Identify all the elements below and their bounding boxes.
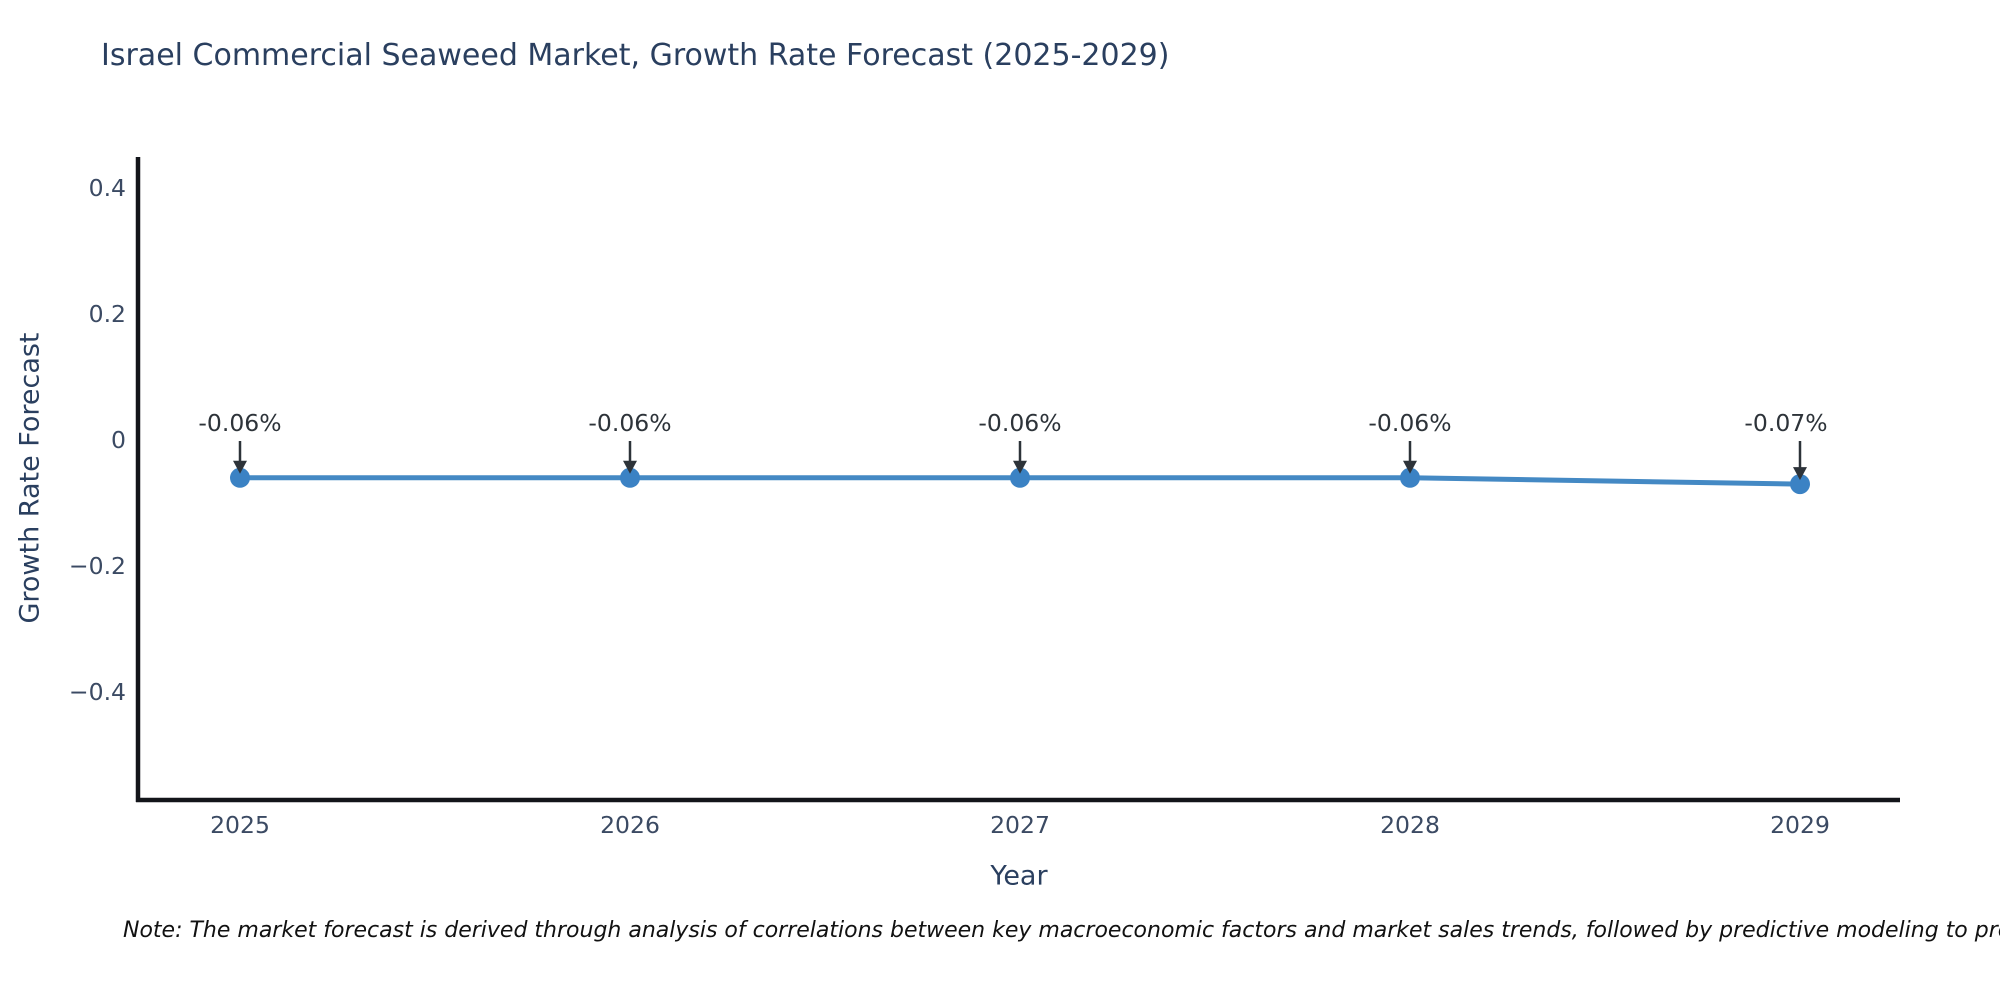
x-tick-label: 2028 [1380, 811, 1440, 839]
annotation-arrowhead [1403, 460, 1417, 474]
x-tick-label: 2026 [600, 811, 660, 839]
x-tick-label: 2025 [210, 811, 270, 839]
data-point [230, 467, 250, 488]
y-tick-label: 0.2 [89, 300, 126, 328]
data-point-label: -0.06% [588, 409, 671, 437]
x-tick-label: 2029 [1770, 811, 1830, 839]
data-point [1400, 467, 1420, 488]
annotation-arrowhead [1013, 460, 1027, 474]
data-point-label: -0.06% [198, 409, 281, 437]
data-point-label: -0.06% [1368, 409, 1451, 437]
y-tick-label: 0 [111, 426, 126, 454]
annotation-arrowhead [233, 460, 247, 474]
y-tick-label: 0.4 [89, 174, 126, 202]
x-axis-title: Year [990, 860, 1048, 892]
data-point [1790, 474, 1810, 495]
y-tick-label: −0.4 [69, 678, 126, 706]
footnote: Note: The market forecast is derived thr… [123, 918, 2000, 943]
data-point [620, 467, 640, 488]
data-point-label: -0.07% [1744, 409, 1827, 437]
y-tick-label: −0.2 [69, 552, 126, 580]
annotation-arrowhead [1793, 467, 1807, 481]
data-point-label: -0.06% [978, 409, 1061, 437]
annotation-arrowhead [623, 460, 637, 474]
x-tick-label: 2027 [990, 811, 1050, 839]
data-point [1010, 467, 1030, 488]
chart-title: Israel Commercial Seaweed Market, Growth… [101, 38, 1170, 73]
